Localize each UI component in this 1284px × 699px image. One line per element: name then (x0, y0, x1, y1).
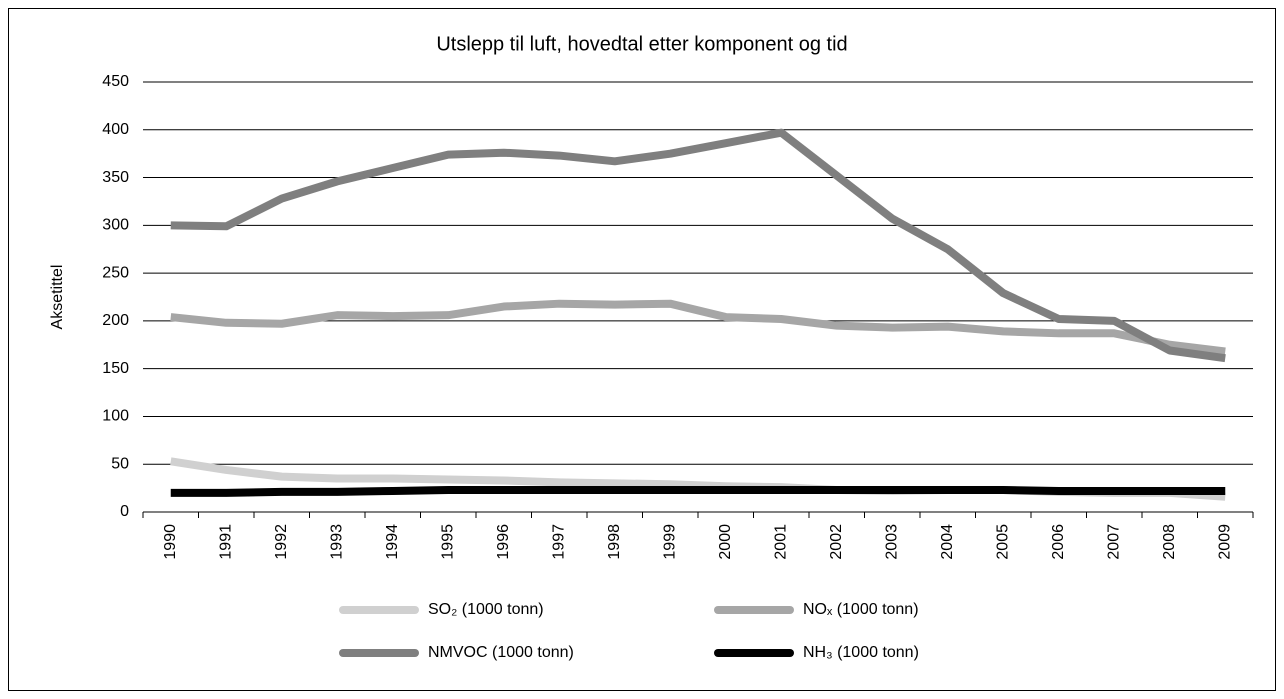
x-tick-label: 2008 (1161, 524, 1178, 560)
x-tick-label: 1996 (495, 524, 512, 560)
y-tick-label: 300 (102, 217, 129, 234)
x-tick-label: 2004 (939, 524, 956, 560)
x-tick-label: 1998 (606, 524, 623, 560)
x-tick-label: 1992 (273, 524, 290, 560)
line-series (170, 486, 1226, 497)
x-tick-label: 2005 (994, 524, 1011, 560)
x-tick-label: 2000 (717, 524, 734, 560)
y-tick-label: 350 (102, 169, 129, 186)
y-tick-label: 250 (102, 264, 129, 281)
y-tick-label: 450 (102, 73, 129, 90)
y-tick-label: 100 (102, 408, 129, 425)
y-tick-label: 200 (102, 312, 129, 329)
x-tick-label: 2006 (1050, 524, 1067, 560)
x-tick-label: 2003 (883, 524, 900, 560)
x-tick-label: 1990 (162, 524, 179, 560)
y-axis-label: Aksetittel (49, 265, 66, 330)
frame (8, 8, 1276, 691)
legend-label: NOₓ (1000 tonn) (803, 601, 919, 618)
x-tick-label: 2001 (772, 524, 789, 560)
y-tick-label: 0 (120, 503, 129, 520)
y-tick-label: 150 (102, 360, 129, 377)
y-tick-label: 50 (111, 455, 129, 472)
x-tick-label: 1997 (550, 524, 567, 560)
x-tick-label: 1999 (661, 524, 678, 560)
x-tick-label: 2002 (828, 524, 845, 560)
legend-label: SO₂ (1000 tonn) (428, 601, 544, 618)
y-tick-label: 400 (102, 121, 129, 138)
x-tick-label: 2009 (1216, 524, 1233, 560)
legend-label: NMVOC (1000 tonn) (428, 644, 574, 661)
line-series (170, 128, 1226, 363)
x-tick-label: 1993 (328, 524, 345, 560)
x-tick-label: 1995 (439, 524, 456, 560)
line-series (170, 299, 1226, 356)
x-tick-label: 2007 (1105, 524, 1122, 560)
chart-title: Utslepp til luft, hovedtal etter kompone… (436, 33, 847, 55)
x-tick-label: 1991 (217, 524, 234, 560)
x-tick-label: 1994 (384, 524, 401, 560)
legend-label: NH₃ (1000 tonn) (803, 644, 919, 661)
